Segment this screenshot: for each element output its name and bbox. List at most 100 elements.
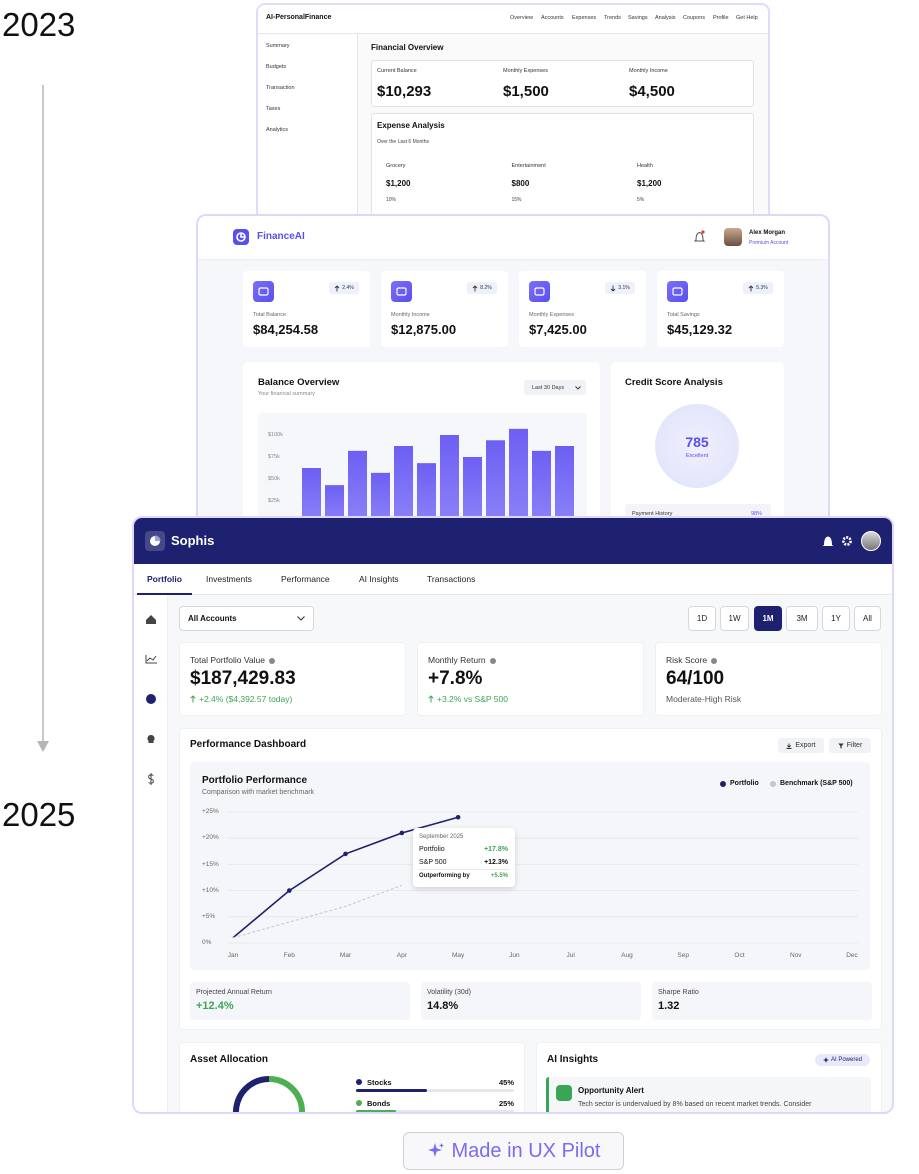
stat-value: +7.8% [428, 667, 483, 689]
change-arrow [334, 284, 340, 291]
sidebar-item[interactable]: Summary [266, 42, 290, 49]
x-tick-label: Jul [566, 952, 575, 960]
stat-label: Monthly Expenses [503, 67, 548, 74]
sparkle-icon [427, 1143, 444, 1157]
brand: FinanceAI [257, 231, 305, 242]
metric-label: Volatility (30d) [427, 988, 471, 996]
tab-bar [134, 564, 892, 595]
action-label: Filter [846, 742, 863, 749]
year-start: 2023 [2, 6, 76, 44]
sidebar-item[interactable]: Budgets [266, 63, 287, 70]
legend-swatch [770, 781, 776, 788]
y-tick-label: $75k [268, 453, 280, 460]
range-button[interactable]: 1W [720, 606, 749, 631]
stat-card [417, 642, 644, 716]
legend-swatch [356, 1079, 362, 1085]
action-label: Export [795, 742, 816, 749]
logo-icon [150, 535, 161, 546]
legend-label: Portfolio [730, 780, 759, 787]
sidebar-item[interactable]: Transaction [266, 84, 295, 91]
alert-icon [556, 1085, 572, 1101]
chevron [297, 616, 305, 621]
stat-icon [253, 281, 274, 302]
tab[interactable]: Transactions [427, 574, 476, 584]
logo [233, 229, 249, 245]
action-button[interactable]: Filter [829, 738, 871, 753]
y-tick-label: 0% [202, 939, 212, 947]
avatar[interactable] [861, 531, 881, 551]
nav-item[interactable]: Savings [628, 14, 648, 21]
note-text: Moderate-High Risk [666, 694, 742, 704]
sparkle-icon [822, 1057, 829, 1063]
made-in-badge[interactable]: Made in UX Pilot [403, 1132, 624, 1170]
badge-text: Made in UX Pilot [451, 1139, 601, 1162]
range-button[interactable]: 3M [786, 606, 818, 631]
nav-item[interactable]: Get Help [736, 14, 758, 21]
change-pill: 3.1% [605, 282, 635, 294]
nav-item[interactable]: Overview [510, 14, 533, 21]
card-title: AI Insights [547, 1054, 599, 1065]
chart-subtitle: Comparison with market benchmark [202, 788, 315, 796]
header [198, 216, 828, 260]
tooltip-label: S&P 500 [419, 858, 447, 866]
tab[interactable]: Performance [281, 574, 330, 584]
stat-icon [529, 281, 550, 302]
stat-value: $187,429.83 [190, 667, 296, 689]
stat-value: $1,500 [503, 83, 549, 100]
allocation-bar [356, 1110, 396, 1112]
stat-value: $12,875.00 [391, 322, 457, 338]
tab[interactable]: Investments [206, 574, 252, 584]
change-pill: 5.3% [743, 282, 773, 294]
expense-label: Grocery [386, 162, 406, 169]
stat-label: Monthly Expenses [529, 311, 574, 318]
sidebar [134, 595, 168, 1112]
stat-value: $10,293 [377, 83, 432, 100]
range-button[interactable]: 1M [754, 606, 782, 631]
change-pill: 8.2% [467, 282, 497, 294]
stat-value: 64/100 [666, 667, 725, 689]
expense-share: 10% [386, 197, 397, 203]
allocation-name: Stocks [367, 1077, 392, 1087]
nav-item[interactable]: Profile [713, 14, 729, 21]
nav-item[interactable]: Coupons [683, 14, 706, 21]
change-value: 3.1% [618, 285, 630, 291]
tab[interactable]: AI Insights [359, 574, 399, 584]
tab[interactable]: Portfolio [137, 566, 192, 596]
change-value: 8.2% [480, 285, 492, 291]
range-dropdown[interactable]: Last 30 Days [524, 380, 586, 395]
y-tick-label: +5% [202, 912, 216, 920]
legend-item: Benchmark (S&P 500) [770, 780, 853, 788]
nav-item[interactable]: Trends [604, 14, 621, 21]
note-text: +2.4% ($4,392.57 today) [199, 694, 293, 704]
allocation-track [356, 1110, 514, 1112]
range-button[interactable]: 1Y [822, 606, 850, 631]
tooltip-label: Outperforming by [419, 873, 470, 880]
avatar[interactable] [724, 228, 742, 246]
stat-card [179, 642, 406, 716]
nav-item[interactable]: Analysis [655, 14, 676, 21]
change-value: 5.3% [756, 285, 768, 291]
allocation-name: Bonds [367, 1098, 391, 1108]
stat-label: Current Balance [377, 67, 417, 74]
x-tick-label: May [451, 952, 465, 960]
change-value: 2.4% [342, 285, 354, 291]
range-button[interactable]: 1D [688, 606, 716, 631]
expense-title: Expense Analysis [377, 121, 445, 131]
range-button[interactable]: All [854, 606, 881, 631]
account-select[interactable]: All Accounts [179, 606, 314, 631]
graphics [37, 85, 49, 752]
change-arrow [472, 284, 478, 291]
sidebar-item[interactable]: Taxes [266, 105, 281, 112]
nav-item[interactable]: Accounts [541, 14, 564, 21]
nav-item[interactable]: Expenses [572, 14, 597, 21]
action-button[interactable]: Export [778, 738, 824, 753]
x-tick-label: Aug [621, 952, 633, 960]
expense-share: 5% [637, 197, 645, 203]
sidebar-item[interactable]: Analytics [266, 126, 289, 133]
allocation-bar [356, 1089, 428, 1092]
expense-box [371, 113, 754, 223]
expense-subtitle: Over the Last 6 Months [377, 139, 429, 145]
x-tick-label: Jan [227, 952, 239, 960]
stat-icon-glyph [396, 287, 407, 296]
x-tick-label: Sep [677, 952, 689, 960]
